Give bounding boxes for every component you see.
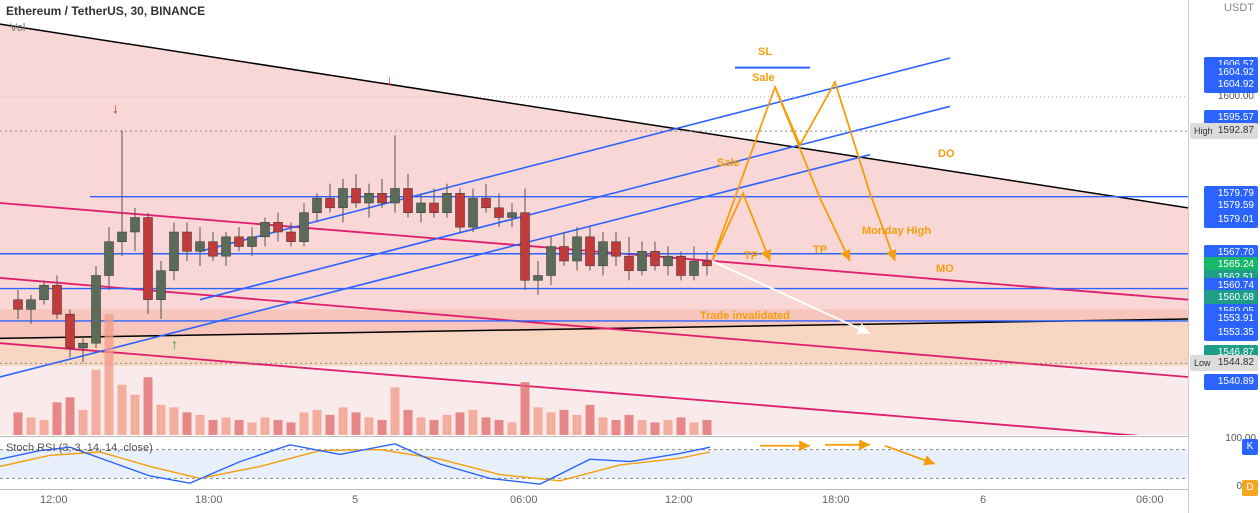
price-axis-unit: USDT — [1224, 2, 1254, 14]
price-marker: 1540.89 — [1204, 374, 1258, 390]
pane-separator[interactable] — [0, 436, 1188, 437]
volume-label: Vol — [10, 22, 25, 34]
down-arrow-icon: ↓ — [386, 72, 393, 88]
chart-annotation: DO — [938, 148, 955, 160]
indicator-title[interactable]: Stoch RSI (3, 3, 14, 14, close) — [6, 442, 153, 454]
chart-annotation: SL — [758, 46, 772, 58]
chart-annotation: MO — [936, 263, 954, 275]
symbol-title[interactable]: Ethereum / TetherUS, 30, BINANCE — [6, 4, 205, 18]
chart-root: Ethereum / TetherUS, 30, BINANCE Vol SL S… — [0, 0, 1260, 513]
down-arrow-icon: ↓ — [112, 100, 119, 116]
time-tick: 12:00 — [40, 494, 68, 506]
chart-annotation: Monday High — [862, 225, 931, 237]
time-tick: 06:00 — [1136, 494, 1164, 506]
time-tick: 12:00 — [665, 494, 693, 506]
chart-annotation: Sale — [717, 157, 740, 169]
price-marker-high: High1592.87 — [1190, 123, 1258, 139]
time-tick: 18:00 — [195, 494, 223, 506]
time-axis[interactable]: 12:00 18:00 5 06:00 12:00 18:00 6 06:00 — [0, 490, 1188, 513]
chart-annotation: Sale — [752, 72, 775, 84]
indicator-badge: K — [1242, 439, 1258, 455]
up-arrow-icon: ↑ — [171, 336, 178, 352]
price-marker: 1604.92 — [1204, 77, 1258, 93]
main-chart-pane[interactable]: Ethereum / TetherUS, 30, BINANCE Vol SL S… — [0, 0, 1188, 435]
stoch-rsi-pane[interactable]: Stoch RSI (3, 3, 14, 14, close) — [0, 440, 1188, 488]
price-marker: 1553.35 — [1204, 325, 1258, 341]
price-axis[interactable]: USDT 1600.001606.571604.921604.921595.57… — [1188, 0, 1260, 513]
time-tick: 6 — [980, 494, 986, 506]
time-tick: 18:00 — [822, 494, 850, 506]
time-tick: 06:00 — [510, 494, 538, 506]
indicator-badge: D — [1242, 480, 1258, 496]
time-tick: 5 — [352, 494, 358, 506]
chart-annotation: Trade invalidated — [700, 310, 790, 322]
chart-annotation: TP — [744, 250, 758, 262]
price-marker-low: Low1544.82 — [1190, 355, 1258, 371]
chart-annotation: TP — [813, 244, 827, 256]
price-marker: 1579.01 — [1204, 212, 1258, 228]
